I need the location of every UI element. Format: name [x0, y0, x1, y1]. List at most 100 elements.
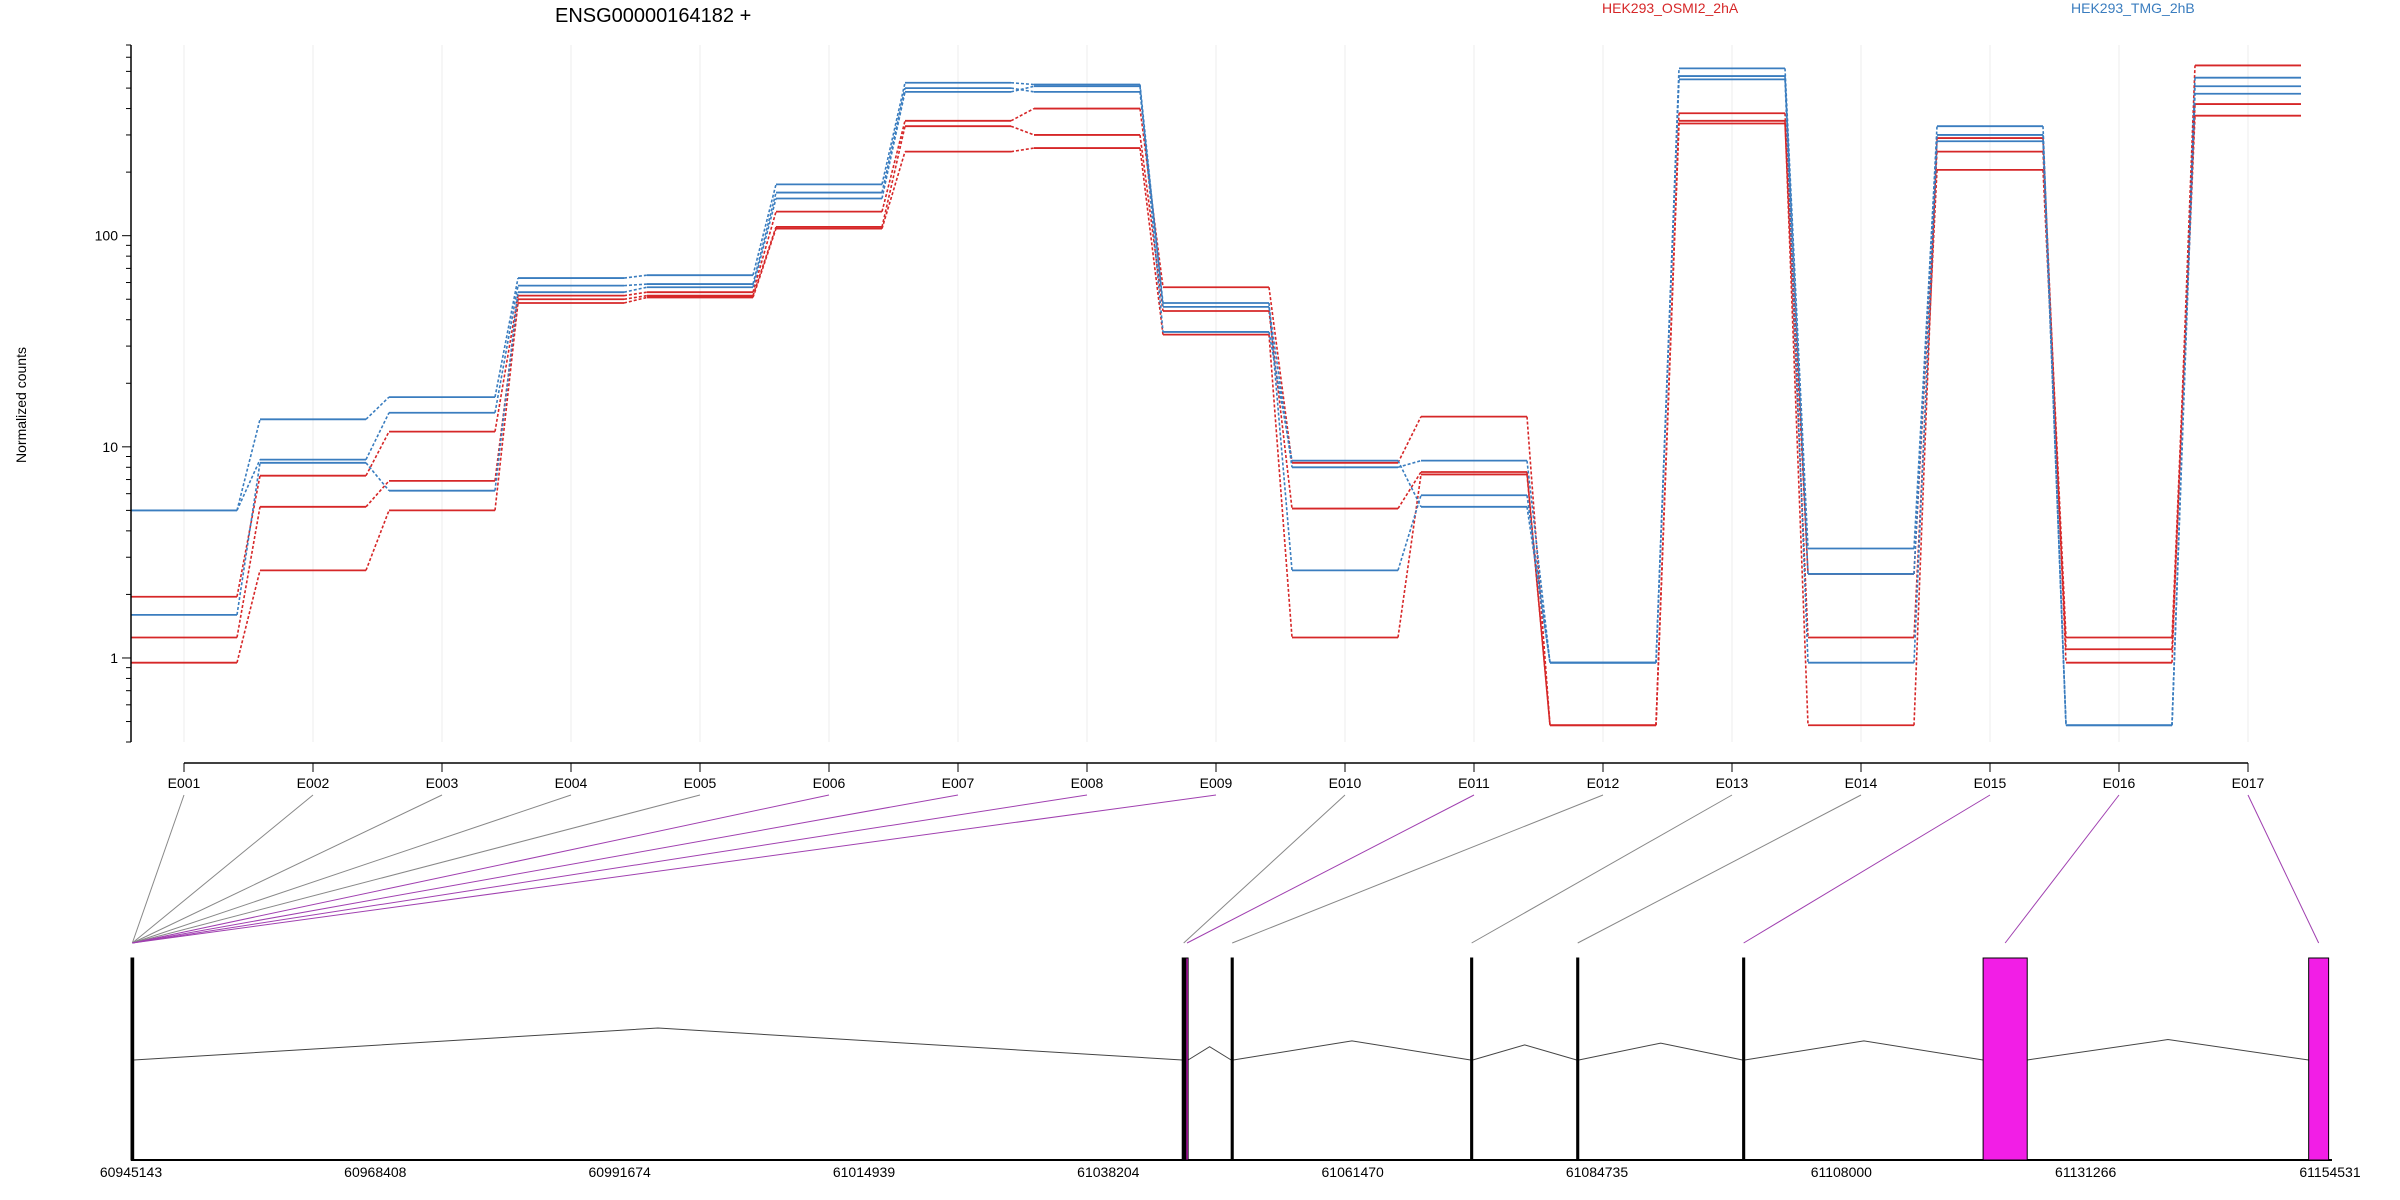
link-e016 — [2004, 794, 2120, 944]
genome-tick-label: 61038204 — [1077, 1164, 1140, 1180]
exon-e012 — [1230, 957, 1234, 1161]
x-tick-label-e004: E004 — [555, 775, 588, 791]
exon-e001 — [130, 957, 135, 1161]
series-4-connector — [1784, 79, 1809, 663]
series-4-connector — [1913, 141, 1938, 663]
legend-label-osmi2: HEK293_OSMI2_2hA — [1602, 0, 1739, 16]
series-1-connector — [1526, 471, 1551, 726]
series-2-connector — [1655, 120, 1680, 726]
genome-tick-label: 61108000 — [1811, 1164, 1872, 1180]
series-2-connector — [881, 151, 906, 229]
x-tick-label-e007: E007 — [942, 775, 975, 791]
link-e011 — [1186, 794, 1475, 944]
series-5-connector — [1268, 331, 1293, 461]
x-tick-label-e002: E002 — [297, 775, 330, 791]
series-5 — [131, 75, 2301, 727]
exon-e013 — [1470, 957, 1474, 1161]
series-0-connector — [623, 291, 648, 297]
series-0-connector — [752, 211, 777, 293]
intron-line — [2027, 1039, 2309, 1061]
series-4-connector — [623, 283, 648, 287]
series-3-connector — [365, 396, 390, 420]
series-3-connector — [1526, 460, 1551, 663]
link-e010 — [1183, 794, 1346, 944]
link-e012 — [1232, 794, 1604, 944]
x-tick-label-e009: E009 — [1200, 775, 1233, 791]
x-axis: E001 E002 E003 E004 E005 E006 E007 E008 E009 E010… — [168, 762, 2265, 791]
x-tick-label-e006: E006 — [813, 775, 846, 791]
series-4-connector — [365, 412, 390, 460]
series-3-connector — [752, 184, 777, 276]
y-tick-label: 10 — [102, 439, 118, 455]
series-0-connector — [881, 120, 906, 212]
series-1-connector — [1268, 310, 1293, 509]
series-4-connector — [1010, 87, 1035, 93]
series-0-connector — [494, 295, 519, 432]
series-5-connector — [2171, 77, 2196, 726]
series-0-connector — [1784, 113, 1809, 574]
link-e007 — [132, 794, 959, 944]
series-1-connector — [1397, 471, 1422, 510]
series-0-connector — [365, 431, 390, 477]
link-e001 — [131, 794, 185, 944]
series-2-connector — [752, 228, 777, 298]
genome-tick-label: 60945143 — [100, 1164, 163, 1180]
series-4-connector — [1526, 495, 1551, 663]
exon-e014 — [1576, 957, 1580, 1161]
series-2 — [131, 64, 2301, 727]
x-tick-label-e001: E001 — [168, 775, 201, 791]
series-5-connector — [1526, 506, 1551, 663]
genome-tick-label: 61014939 — [833, 1164, 896, 1180]
exon-links — [131, 794, 2320, 944]
series-1-connector — [1139, 134, 1164, 312]
series-2-connector — [1526, 474, 1551, 726]
series-5-connector — [1010, 85, 1035, 93]
series-5-connector — [752, 198, 777, 288]
y-axis: 1 10 100 — [95, 44, 132, 743]
series-5-connector — [1655, 76, 1680, 663]
link-e003 — [132, 794, 443, 944]
series-3-connector — [881, 82, 906, 185]
intron-line — [1744, 1040, 1984, 1061]
x-tick-label-e008: E008 — [1071, 775, 1104, 791]
series-5-connector — [365, 462, 390, 492]
x-tick-label-e017: E017 — [2232, 775, 2265, 791]
exon-e017 — [2308, 957, 2330, 1161]
link-e017 — [2247, 794, 2320, 944]
y-tick-label: 100 — [95, 228, 119, 244]
series-2-connector — [1784, 120, 1809, 726]
series-4-connector — [881, 87, 906, 193]
intron-line — [133, 1027, 1183, 1061]
y-tick-label: 1 — [110, 650, 118, 666]
series-4-connector — [236, 459, 261, 511]
series-5-connector — [623, 286, 648, 293]
exon-e010 — [1181, 957, 1186, 1161]
x-tick-label-e003: E003 — [426, 775, 459, 791]
series-1-connector — [623, 294, 648, 301]
link-e009 — [132, 794, 1217, 944]
series-0-connector — [1397, 416, 1422, 464]
series-5-connector — [236, 462, 261, 615]
series-5-connector — [1397, 460, 1422, 508]
x-tick-label-e016: E016 — [2103, 775, 2136, 791]
series-2-connector — [1139, 147, 1164, 335]
series-0-connector — [1010, 107, 1035, 122]
series-2-connector — [1268, 334, 1293, 638]
intron-line — [1472, 1044, 1577, 1061]
exon-e015 — [1742, 957, 1746, 1161]
genome-tick-label: 61154531 — [2299, 1164, 2360, 1180]
series-5-connector — [1139, 86, 1164, 333]
gene-title: ENSG00000164182 + — [555, 5, 751, 27]
series-1-connector — [236, 506, 261, 638]
genome-tick-label: 61061470 — [1322, 1164, 1385, 1180]
exon-e011 — [1185, 957, 1189, 1161]
y-axis-label: Normalized counts — [13, 347, 29, 463]
link-e002 — [132, 794, 314, 944]
link-e006 — [132, 794, 830, 944]
x-tick-label-e013: E013 — [1716, 775, 1749, 791]
series-3-connector — [236, 419, 261, 511]
series-2-connector — [236, 570, 261, 663]
plot-series-lines — [131, 64, 2301, 727]
series-1-connector — [1010, 125, 1035, 136]
x-tick-label-e012: E012 — [1587, 775, 1620, 791]
